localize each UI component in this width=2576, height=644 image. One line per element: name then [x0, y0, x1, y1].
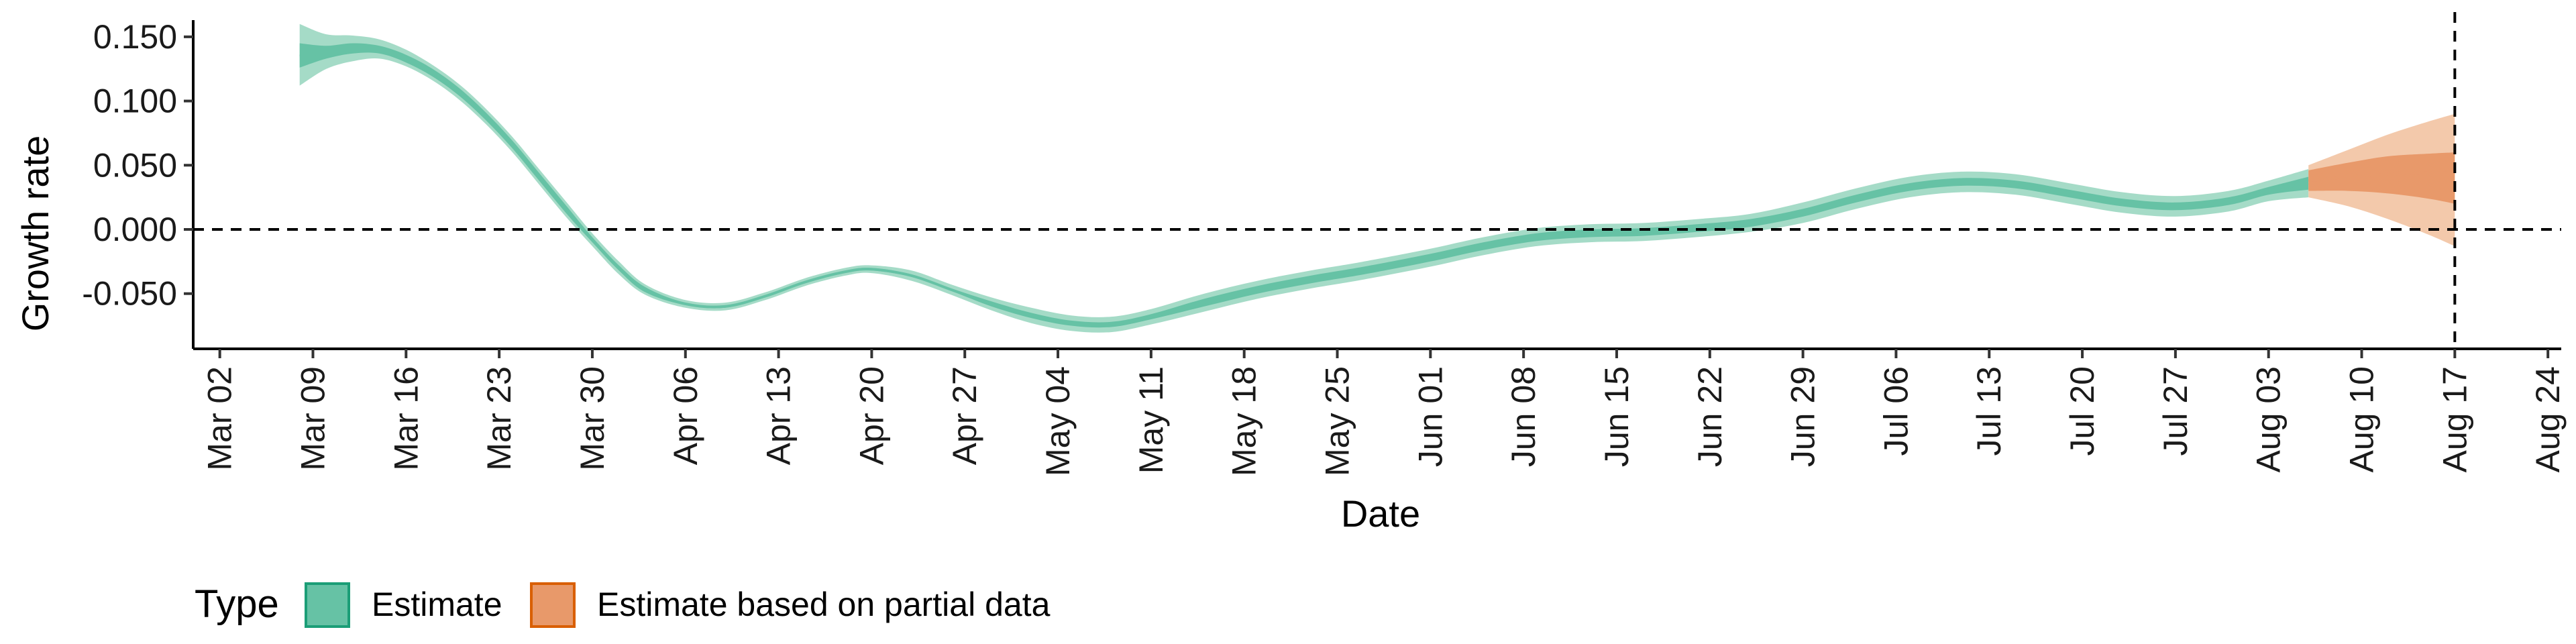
x-tick-label: Apr 13	[760, 366, 798, 465]
x-tick-label: Aug 10	[2343, 366, 2381, 472]
y-tick-label: 0.150	[93, 18, 177, 56]
band-outer-estimate	[299, 23, 2309, 333]
y-tick-label: 0.000	[93, 211, 177, 248]
x-tick-label: Apr 27	[946, 366, 983, 465]
legend-label-estimate: Estimate	[372, 586, 502, 623]
x-tick-label: May 18	[1226, 366, 1263, 476]
x-tick-label: Jul 13	[1970, 366, 2008, 455]
x-tick-label: Aug 24	[2529, 366, 2567, 472]
x-tick-label: Jul 27	[2157, 366, 2194, 455]
legend-swatch-partial	[530, 582, 576, 628]
x-tick-label: Apr 20	[853, 366, 890, 465]
x-axis-title: Date	[1341, 492, 1420, 535]
x-tick-label: Jul 06	[1877, 366, 1915, 455]
x-tick-label: Jun 15	[1598, 366, 1635, 467]
legend-title: Type	[195, 582, 279, 626]
axes: 0.150 0.100 0.050 0.000 -0.050 Mar 02 Mar 09 Ma…	[82, 18, 2567, 476]
x-tick-label: May 04	[1039, 366, 1077, 476]
legend-swatch-estimate	[305, 582, 350, 628]
y-tick-label: 0.100	[93, 83, 177, 120]
estimate-bands	[299, 23, 2455, 333]
x-tick-label: Apr 06	[667, 366, 704, 465]
y-tick-label: -0.050	[82, 275, 177, 313]
median-line-estimate	[299, 46, 2309, 327]
x-tick-label: Mar 09	[294, 366, 332, 471]
x-tick-label: Jun 22	[1691, 366, 1729, 467]
x-tick-label: Aug 03	[2250, 366, 2288, 472]
x-tick-label: Jul 20	[2063, 366, 2101, 455]
band-inner-estimate	[299, 43, 2309, 328]
x-tick-label: May 25	[1319, 366, 1356, 476]
legend: Type Estimate Estimate based on partial …	[195, 582, 1051, 628]
x-tick-label: Aug 17	[2436, 366, 2473, 472]
x-tick-label: Jun 29	[1784, 366, 1822, 467]
x-tick-label: Jun 08	[1505, 366, 1542, 467]
x-tick-label: Mar 23	[480, 366, 518, 471]
reference-lines	[193, 12, 2561, 349]
x-tick-label: May 11	[1132, 366, 1170, 474]
x-tick-label: Mar 30	[574, 366, 611, 471]
median-line-partial	[2308, 171, 2455, 182]
y-tick-label: 0.050	[93, 146, 177, 184]
x-tick-label: Jun 01	[1411, 366, 1449, 467]
band-inner-partial	[2308, 152, 2455, 204]
y-axis-title: Growth rate	[14, 136, 56, 332]
x-tick-label: Mar 02	[201, 366, 239, 471]
legend-label-partial: Estimate based on partial data	[597, 586, 1051, 623]
x-tick-label: Mar 16	[387, 366, 425, 471]
